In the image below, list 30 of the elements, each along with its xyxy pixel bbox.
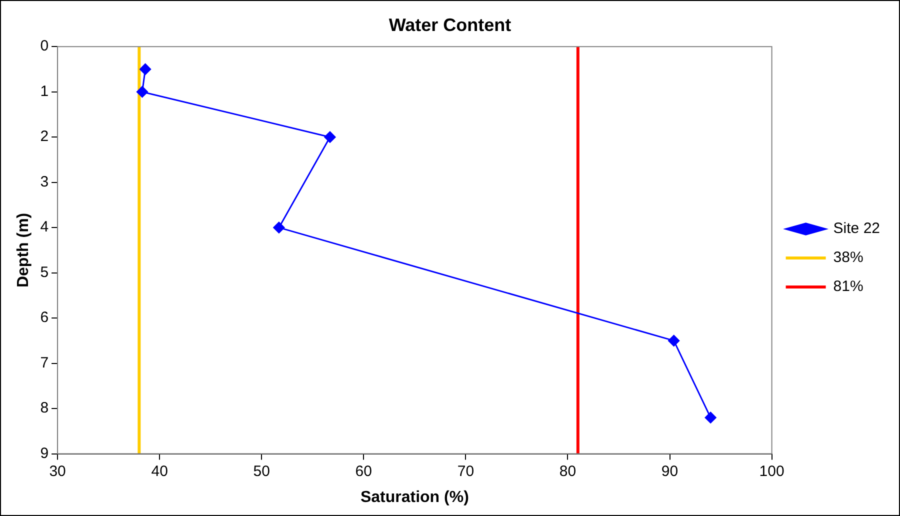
x-tick-label: 60 xyxy=(355,462,372,480)
y-tick-label: 9 xyxy=(40,444,49,462)
point xyxy=(273,222,285,234)
x-tick-label: 90 xyxy=(661,462,678,480)
chart-title: Water Content xyxy=(388,14,512,35)
y-tick-label: 0 xyxy=(40,38,49,55)
point xyxy=(140,63,152,75)
x-tick-label: 30 xyxy=(49,462,66,480)
x-tick-label: 80 xyxy=(559,462,576,480)
point xyxy=(136,86,148,98)
point xyxy=(668,334,680,346)
y-tick-label: 3 xyxy=(40,173,49,190)
x-tick-label: 40 xyxy=(151,462,168,480)
x-tick-label: 50 xyxy=(253,462,270,480)
x-tick-label: 100 xyxy=(759,462,784,480)
y-axis-title: Depth (m) xyxy=(15,212,32,288)
y-tick-label: 4 xyxy=(40,218,49,236)
x-axis-title: Saturation (%) xyxy=(360,488,469,506)
y-tick-label: 2 xyxy=(40,128,49,146)
y-tick-label: 5 xyxy=(40,264,49,281)
y-tick-label: 7 xyxy=(40,354,49,372)
y-tick-label: 8 xyxy=(40,400,49,417)
legend-label: 81% xyxy=(833,278,864,296)
y-tick-label: 6 xyxy=(40,309,49,326)
x-tick-label: 70 xyxy=(457,462,474,480)
point xyxy=(324,131,336,143)
y-tick-label: 1 xyxy=(40,82,49,100)
point xyxy=(704,412,716,424)
legend-label: 38% xyxy=(833,249,864,266)
legend-label: Site 22 xyxy=(833,220,880,238)
